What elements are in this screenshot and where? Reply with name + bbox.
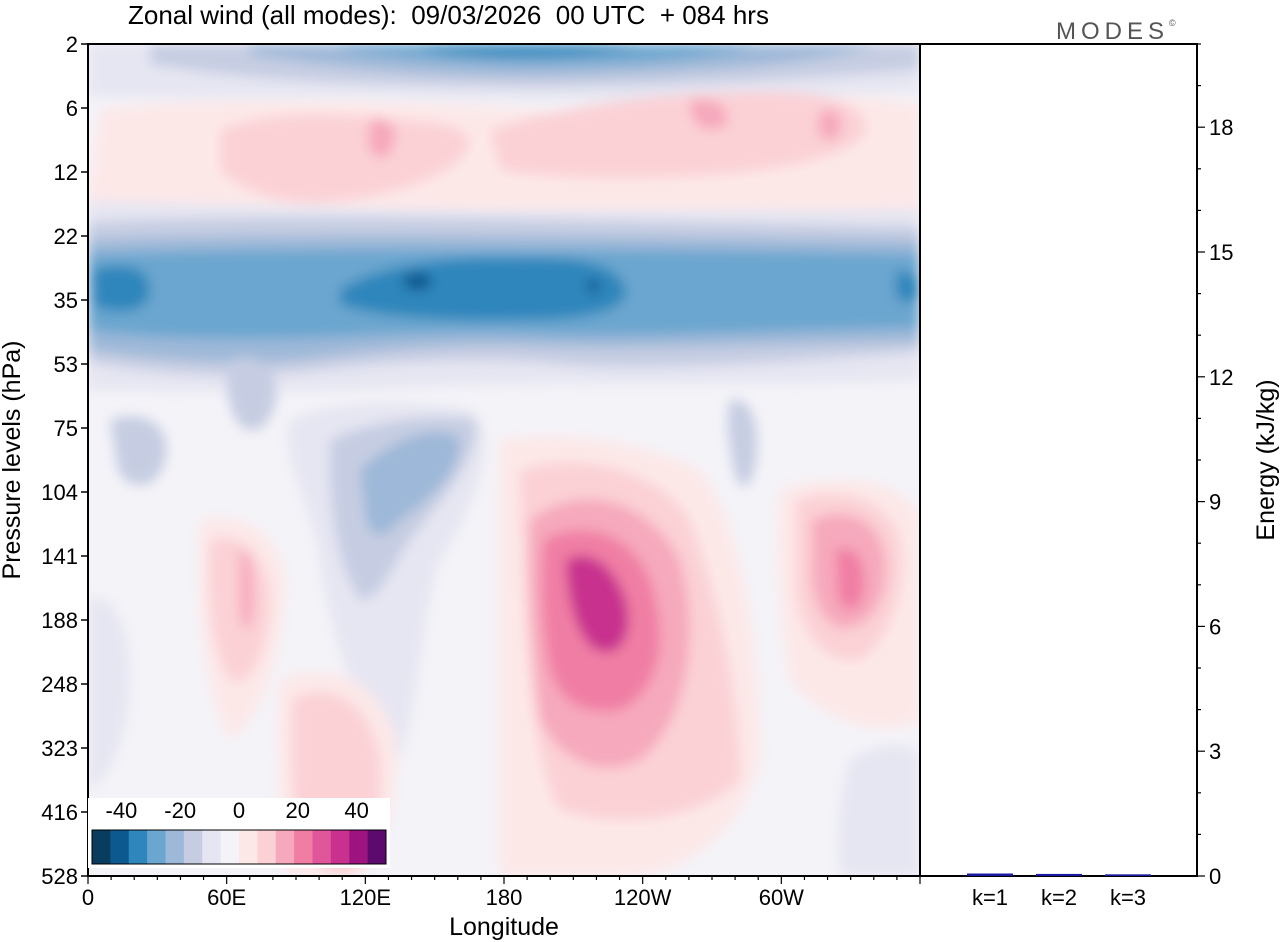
colorbar-swatch (128, 830, 148, 864)
colorbar-tick-label: -20 (164, 798, 196, 823)
pressure-tick-label: 104 (41, 480, 78, 505)
colorbar-swatch (312, 830, 332, 864)
colorbar-swatch (147, 830, 166, 864)
longitude-tick-label: 120E (340, 885, 391, 910)
contour-westerly-jet-core (566, 555, 629, 653)
colorbar-swatch (183, 830, 203, 864)
longitude-tick-label: 0 (82, 885, 94, 910)
pressure-axis: 2 6 12 22 35 53 75 104 141 188 248 323 416 528 (41, 32, 88, 889)
colorbar-swatch (275, 830, 295, 864)
pressure-tick-label: 75 (54, 416, 78, 441)
energy-bar-label: k=1 (972, 885, 1008, 910)
pressure-tick-label: 2 (66, 32, 78, 57)
contour-jet-max-2 (587, 278, 600, 294)
pressure-tick-label: 22 (54, 224, 78, 249)
pressure-tick-label: 188 (41, 608, 78, 633)
colorbar-swatch (202, 830, 222, 864)
contour-easterly-blob-1 (226, 357, 277, 431)
colorbar-swatch (165, 830, 185, 864)
contour-pink-upper-1 (220, 114, 470, 203)
contour-jet-core-west (92, 265, 150, 312)
contour-pink-upper-2 (490, 91, 866, 178)
colorbar-swatch (110, 830, 130, 864)
colorbar-tick-label: 20 (286, 798, 310, 823)
contour-upper-band-core (420, 44, 640, 56)
energy-bars: k=1 k=2 k=3 (967, 873, 1151, 910)
energy-bar-label: k=2 (1041, 885, 1077, 910)
energy-tick-label: 12 (1209, 365, 1233, 390)
pressure-tick-label: 416 (41, 800, 78, 825)
contour-easterly-blob-3 (110, 416, 167, 486)
longitude-tick-label: 120W (614, 885, 672, 910)
chart-title: Zonal wind (all modes): 09/03/2026 00 UT… (128, 0, 769, 30)
modes-logo: MODES© (1056, 18, 1176, 46)
longitude-axis: 0 60E 120E 180 120W 60W (82, 876, 921, 910)
contour-lower-left-lilac (88, 598, 130, 790)
energy-tick-label: 9 (1209, 490, 1221, 515)
pressure-tick-label: 323 (41, 736, 78, 761)
colorbar: -40 -20 0 20 40 (88, 798, 390, 868)
longitude-tick-label: 60E (207, 885, 246, 910)
contour-jet-core-main (340, 257, 627, 321)
colorbar-swatch (257, 830, 277, 864)
wind-contour-field (88, 44, 920, 876)
energy-axis-label: Energy (kJ/kg) (1252, 379, 1280, 540)
energy-tick-label: 15 (1209, 240, 1233, 265)
contour-pink-upper-5 (818, 109, 842, 141)
colorbar-swatch (367, 830, 387, 864)
contour-west-lobe-core (240, 549, 254, 630)
contour-jet-max-1 (404, 272, 432, 291)
energy-axis: 0 3 6 9 12 15 18 (1197, 43, 1233, 889)
contour-pink-upper-3 (368, 118, 395, 158)
energy-bar (1036, 873, 1082, 876)
energy-bar-label: k=3 (1110, 885, 1146, 910)
colorbar-swatch (239, 830, 258, 864)
colorbar-swatch (92, 830, 111, 864)
pressure-tick-label: 248 (41, 672, 78, 697)
y-axis-label: Pressure levels (hPa) (0, 341, 26, 580)
pressure-tick-label: 35 (54, 288, 78, 313)
energy-bar (967, 873, 1013, 876)
contour-easterly-blob-2 (727, 399, 757, 487)
colorbar-tick-label: 40 (344, 798, 368, 823)
longitude-tick-label: 60W (759, 885, 804, 910)
energy-panel-frame (919, 43, 1198, 877)
energy-bar (1105, 874, 1151, 876)
colorbar-tick-label: -40 (106, 798, 138, 823)
contour-west-lobe-1 (208, 537, 271, 682)
colorbar-swatch (294, 830, 313, 864)
logo-copyright-mark: © (1169, 18, 1176, 28)
contour-jet-core-east (896, 271, 920, 303)
pressure-tick-label: 6 (66, 96, 78, 121)
colorbar-swatch (349, 830, 369, 864)
contour-lower-right-lilac (838, 745, 920, 876)
x-axis-label: Longitude (449, 913, 559, 941)
colorbar-swatch (330, 830, 350, 864)
logo-text: MODES (1056, 18, 1170, 45)
energy-tick-label: 18 (1209, 115, 1233, 140)
contour-easterly-tongue-2 (360, 431, 461, 535)
contour-secondary-max-core (836, 548, 865, 610)
colorbar-swatch (220, 830, 240, 864)
pressure-tick-label: 53 (54, 352, 78, 377)
energy-tick-label: 6 (1209, 614, 1221, 639)
longitude-tick-label: 180 (486, 885, 523, 910)
pressure-tick-label: 141 (41, 544, 78, 569)
energy-tick-label: 0 (1209, 864, 1221, 889)
colorbar-tick-label: 0 (233, 798, 245, 823)
energy-tick-label: 3 (1209, 739, 1221, 764)
colorbar-frame (91, 829, 387, 865)
contour-pink-upper-4 (690, 98, 729, 130)
pressure-tick-label: 12 (54, 160, 78, 185)
pressure-tick-label: 528 (41, 864, 78, 889)
